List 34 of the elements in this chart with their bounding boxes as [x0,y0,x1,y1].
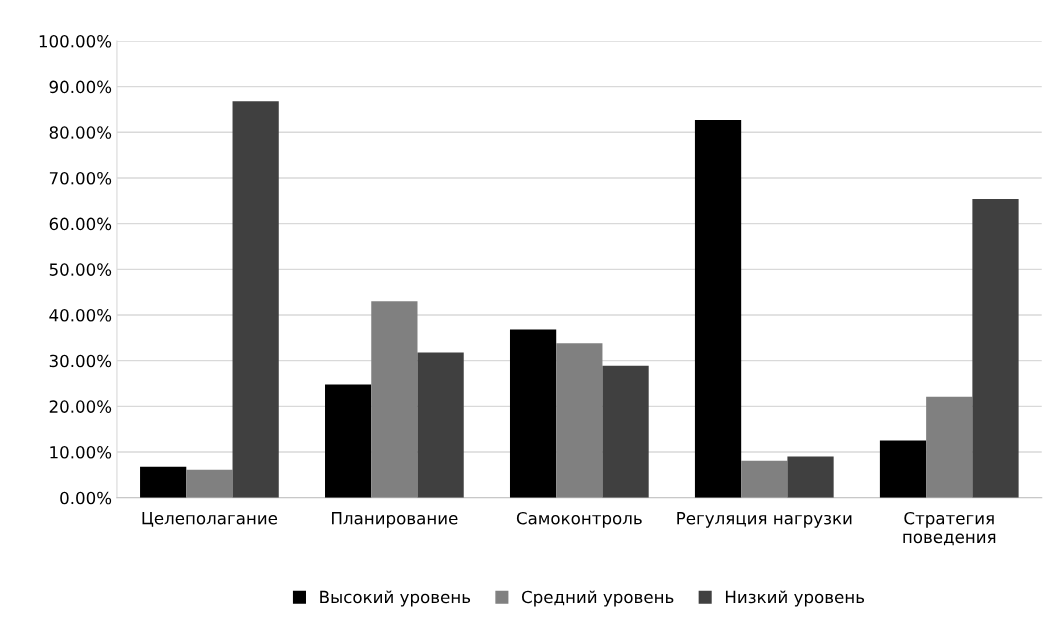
y-tick-label: 60.00% [49,217,112,231]
bar [602,365,649,498]
y-tick-label: 20.00% [49,400,112,413]
y-tick-label: 100.00% [39,34,112,48]
bar [232,101,279,498]
y-tick-label: 90.00% [49,80,112,94]
y-tick-label: 50.00% [49,263,112,276]
bar [186,469,233,498]
x-tick-label: Целеполагание [142,512,278,527]
x-tick-label: Стратегия поведения [903,511,996,546]
bar [926,396,973,498]
bar [325,384,372,498]
bar [741,460,788,498]
y-tick-label: 0.00% [60,491,112,505]
legend-label: Средний уровень [521,590,674,607]
bar [417,352,464,498]
y-tick-label: 40.00% [49,308,112,322]
y-tick-label: 10.00% [50,445,112,459]
x-tick-label: Регуляция нагрузки [677,512,852,528]
bar [140,466,187,498]
x-tick-label: Самоконтроль [516,511,642,528]
y-tick-label: 80.00% [49,126,112,139]
y-tick-label: 70.00% [49,171,112,185]
bar [972,198,1019,498]
legend-label: Высокий уровень [320,590,471,607]
bar [879,440,927,498]
legend-label: Низкий уровень [725,590,865,607]
bar [371,301,418,498]
bar [509,329,557,498]
y-tick-label: 30.00% [49,354,112,368]
bar [694,119,742,498]
bar [556,343,603,498]
x-tick-label: Планирование [332,512,458,528]
bar [787,456,834,498]
